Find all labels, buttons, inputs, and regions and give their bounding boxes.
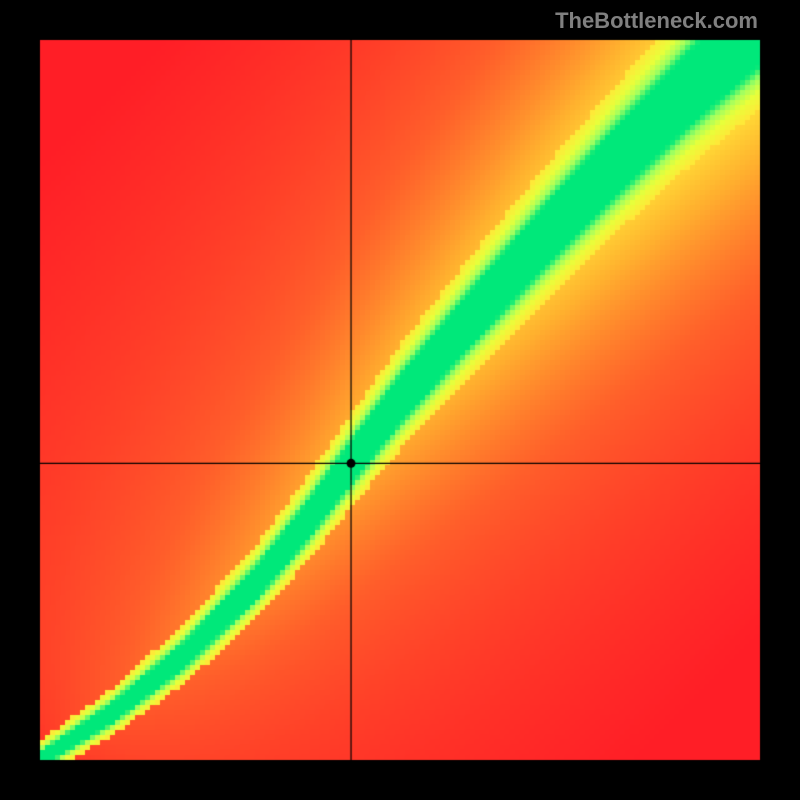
watermark-label: TheBottleneck.com (555, 8, 758, 34)
bottleneck-heatmap-canvas (0, 0, 800, 800)
chart-container: TheBottleneck.com (0, 0, 800, 800)
